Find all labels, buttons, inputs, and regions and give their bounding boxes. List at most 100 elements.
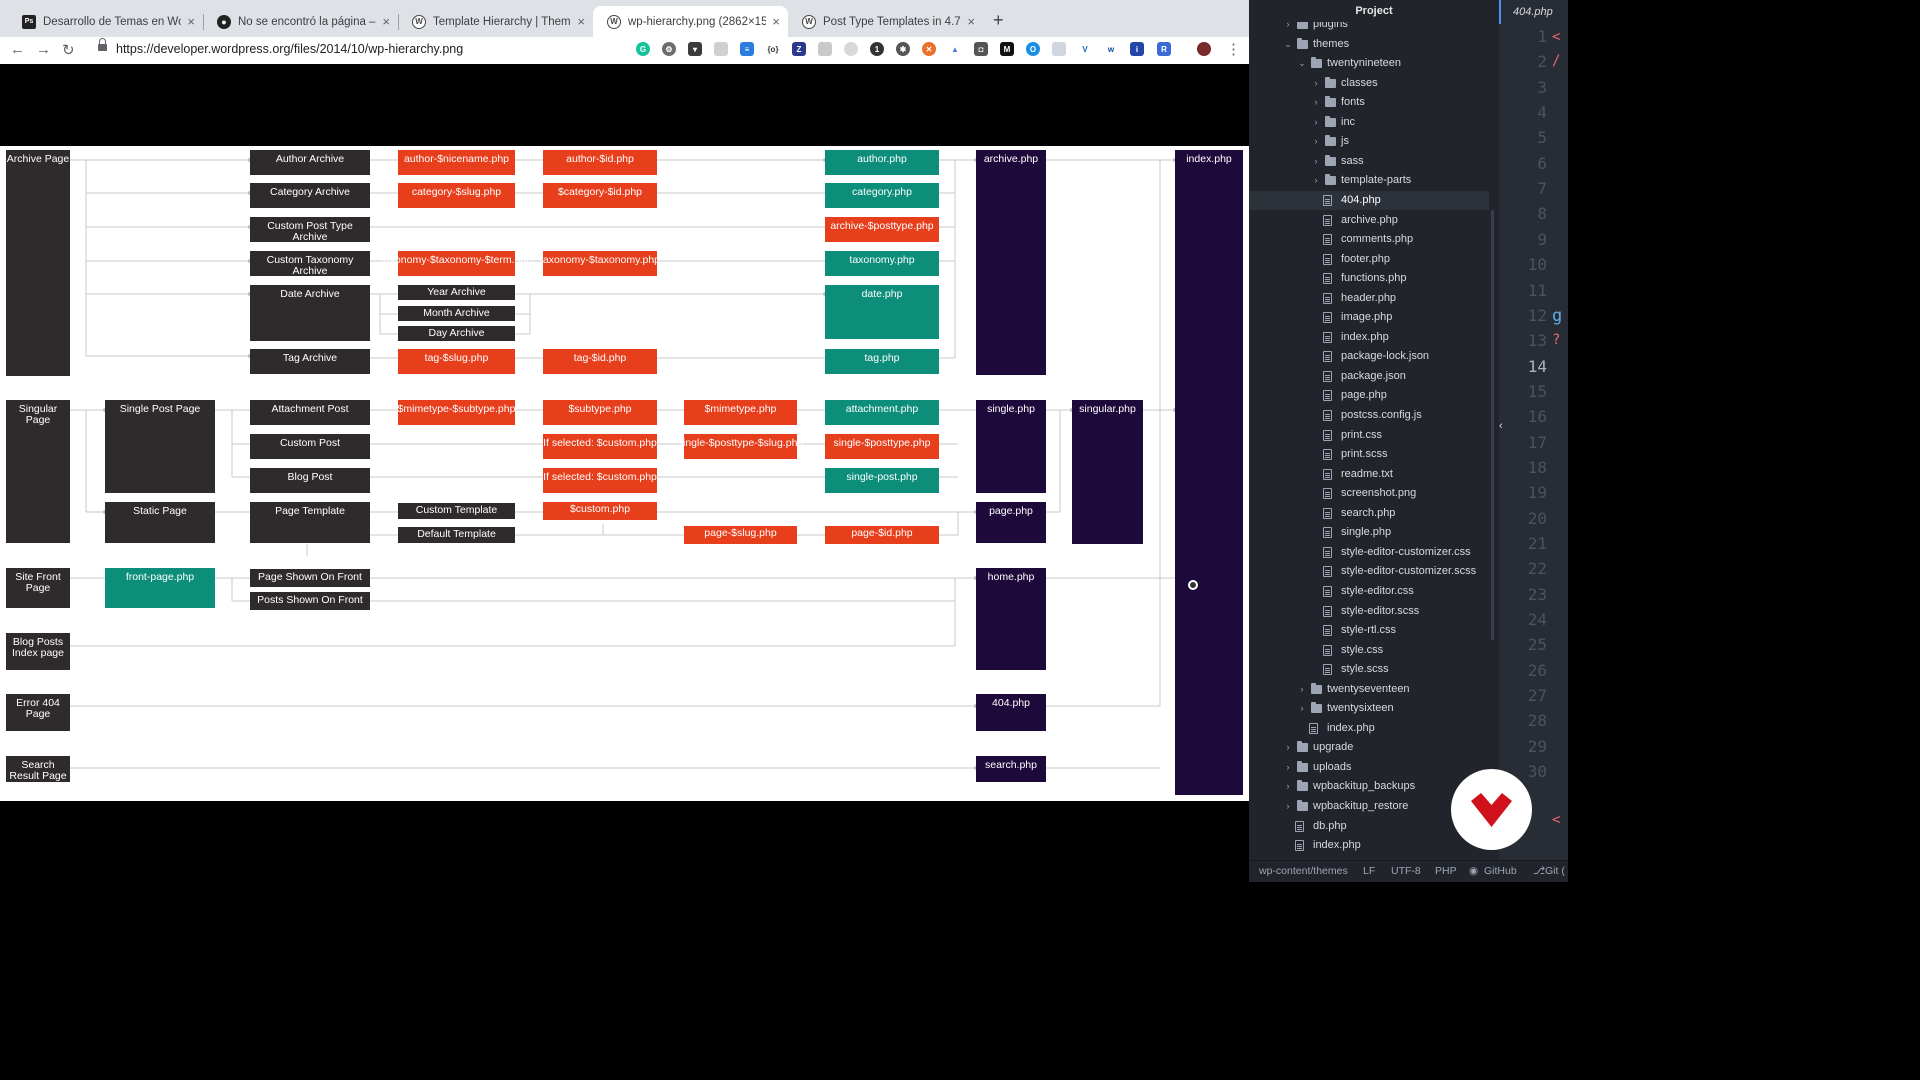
extension-cog-icon[interactable]: ✱ bbox=[896, 42, 910, 56]
tree-folder[interactable]: › js bbox=[1249, 132, 1489, 151]
tab-no-se-encontro[interactable]: ● No se encontró la página – Des × bbox=[203, 6, 399, 37]
extension-owl-icon[interactable] bbox=[844, 42, 858, 56]
close-icon[interactable]: × bbox=[967, 14, 975, 29]
extension-z-icon[interactable]: Z bbox=[792, 42, 806, 56]
tree-file[interactable]: package-lock.json bbox=[1249, 347, 1489, 366]
extension-circle-icon[interactable]: O bbox=[1026, 42, 1040, 56]
extension-wave-icon[interactable] bbox=[1052, 42, 1066, 56]
chevron-right-icon[interactable]: › bbox=[1314, 175, 1318, 186]
avatar[interactable] bbox=[1197, 42, 1211, 56]
extension-i-icon[interactable]: i bbox=[1130, 42, 1144, 56]
status-git[interactable]: Git ( bbox=[1545, 865, 1565, 877]
git-icon[interactable]: ⎇ bbox=[1533, 865, 1546, 877]
tree-folder[interactable]: › twentysixteen bbox=[1249, 699, 1489, 718]
extension-blue-icon[interactable]: ≡ bbox=[740, 42, 754, 56]
status-grammar[interactable]: PHP bbox=[1435, 865, 1457, 877]
tree-file[interactable]: style-editor.css bbox=[1249, 582, 1489, 601]
tree-file[interactable]: style-editor-customizer.scss bbox=[1249, 562, 1489, 581]
tree-folder[interactable]: ⌄ themes bbox=[1249, 35, 1489, 54]
chevron-right-icon[interactable]: › bbox=[1286, 761, 1290, 772]
tab-desarrollo[interactable]: Ps Desarrollo de Temas en WordP × bbox=[8, 6, 204, 37]
tree-file[interactable]: print.scss bbox=[1249, 445, 1489, 464]
tab-template-hierarchy[interactable]: W Template Hierarchy | Theme De × bbox=[398, 6, 593, 37]
tree-folder[interactable]: › template-parts bbox=[1249, 171, 1489, 190]
chevron-right-icon[interactable]: › bbox=[1314, 77, 1318, 88]
close-icon[interactable]: × bbox=[187, 14, 195, 29]
chevron-right-icon[interactable]: › bbox=[1286, 19, 1290, 29]
grammarly-icon[interactable]: G bbox=[636, 42, 650, 56]
drive-icon[interactable]: ▲ bbox=[948, 42, 962, 56]
chevron-right-icon[interactable]: › bbox=[1300, 703, 1304, 714]
tree-file[interactable]: 404.php bbox=[1249, 190, 1489, 210]
tree-folder[interactable]: › wpbackitup_restore bbox=[1249, 797, 1489, 816]
tree-file[interactable]: footer.php bbox=[1249, 250, 1489, 269]
close-icon[interactable]: × bbox=[577, 14, 585, 29]
tree-file[interactable]: screenshot.png bbox=[1249, 484, 1489, 503]
tree-file[interactable]: search.php bbox=[1249, 504, 1489, 523]
tree-file[interactable]: page.php bbox=[1249, 386, 1489, 405]
tree-folder[interactable]: › inc bbox=[1249, 113, 1489, 132]
tree-file[interactable]: functions.php bbox=[1249, 269, 1489, 288]
tree-file[interactable]: header.php bbox=[1249, 289, 1489, 308]
tree-file[interactable]: index.php bbox=[1249, 836, 1489, 855]
status-path[interactable]: wp-content/themes bbox=[1259, 865, 1348, 877]
extension-v-icon[interactable]: V bbox=[1078, 42, 1092, 56]
status-encoding[interactable]: UTF-8 bbox=[1391, 865, 1421, 877]
tree-folder[interactable]: › sass bbox=[1249, 152, 1489, 171]
extension-grey-icon[interactable] bbox=[714, 42, 728, 56]
tree-file[interactable]: style.css bbox=[1249, 641, 1489, 660]
chevron-down-icon[interactable]: ⌄ bbox=[1298, 58, 1306, 69]
pocket-icon[interactable]: ▾ bbox=[688, 42, 702, 56]
onepassword-icon[interactable]: 1 bbox=[870, 42, 884, 56]
tree-file[interactable]: package.json bbox=[1249, 367, 1489, 386]
menu-icon[interactable]: ⋮ bbox=[1226, 41, 1241, 58]
chevron-right-icon[interactable]: › bbox=[1286, 742, 1290, 753]
tree-folder[interactable]: › classes bbox=[1249, 74, 1489, 93]
file-tab-404[interactable]: 404.php bbox=[1499, 0, 1568, 24]
extension-black-icon[interactable]: M bbox=[1000, 42, 1014, 56]
tree-folder[interactable]: › uploads bbox=[1249, 758, 1489, 777]
reload-icon[interactable]: ↻ bbox=[62, 42, 75, 59]
tab-wp-hierarchy[interactable]: W wp-hierarchy.png (2862×1504 × bbox=[593, 6, 788, 37]
close-icon[interactable]: × bbox=[382, 14, 390, 29]
tree-folder[interactable]: › fonts bbox=[1249, 93, 1489, 112]
tree-file[interactable]: index.php bbox=[1249, 719, 1489, 738]
tree-file[interactable]: postcss.config.js bbox=[1249, 406, 1489, 425]
tree-file[interactable]: style-editor-customizer.css bbox=[1249, 543, 1489, 562]
chevron-right-icon[interactable]: › bbox=[1286, 801, 1290, 811]
new-tab-button[interactable]: + bbox=[993, 10, 1004, 30]
tree-file[interactable]: image.php bbox=[1249, 308, 1489, 327]
status-github[interactable]: GitHub bbox=[1484, 865, 1517, 877]
back-icon[interactable]: ← bbox=[10, 41, 25, 58]
tree-file[interactable]: style-rtl.css bbox=[1249, 621, 1489, 640]
chevron-right-icon[interactable]: › bbox=[1300, 683, 1304, 694]
collapse-panel-icon[interactable]: ‹ bbox=[1499, 420, 1503, 432]
tree-scrollbar[interactable] bbox=[1491, 210, 1494, 640]
tree-folder[interactable]: › wpbackitup_backups bbox=[1249, 777, 1489, 796]
tree-file[interactable]: index.php bbox=[1249, 328, 1489, 347]
extension-w-icon[interactable]: w bbox=[1104, 42, 1118, 56]
tree-file[interactable]: db.php bbox=[1249, 817, 1489, 836]
tree-folder[interactable]: › twentyseventeen bbox=[1249, 680, 1489, 699]
chevron-right-icon[interactable]: › bbox=[1314, 97, 1318, 108]
tree-file[interactable]: comments.php bbox=[1249, 230, 1489, 249]
address-bar[interactable]: https://developer.wordpress.org/files/20… bbox=[88, 38, 704, 61]
tree-folder[interactable]: › upgrade bbox=[1249, 738, 1489, 757]
tree-folder[interactable]: ⌄ twentynineteen bbox=[1249, 54, 1489, 73]
tree-file[interactable]: readme.txt bbox=[1249, 465, 1489, 484]
tree-file[interactable]: style-editor.scss bbox=[1249, 602, 1489, 621]
extension-orange-icon[interactable]: ✕ bbox=[922, 42, 936, 56]
tree-file[interactable]: style.scss bbox=[1249, 660, 1489, 679]
tree-file[interactable]: print.css bbox=[1249, 426, 1489, 445]
tree-file[interactable]: single.php bbox=[1249, 523, 1489, 542]
extension-chat-icon[interactable] bbox=[818, 42, 832, 56]
tree-file[interactable]: archive.php bbox=[1249, 211, 1489, 230]
chevron-right-icon[interactable]: › bbox=[1314, 155, 1318, 166]
extension-r-icon[interactable]: R bbox=[1157, 42, 1171, 56]
extension-brackets-icon[interactable]: {o} bbox=[766, 42, 780, 56]
chevron-right-icon[interactable]: › bbox=[1314, 116, 1318, 127]
extension-gear-icon[interactable]: ⚙ bbox=[662, 42, 676, 56]
camera-icon[interactable]: ◘ bbox=[974, 42, 988, 56]
status-line-ending[interactable]: LF bbox=[1363, 865, 1376, 877]
chevron-right-icon[interactable]: › bbox=[1314, 136, 1318, 147]
